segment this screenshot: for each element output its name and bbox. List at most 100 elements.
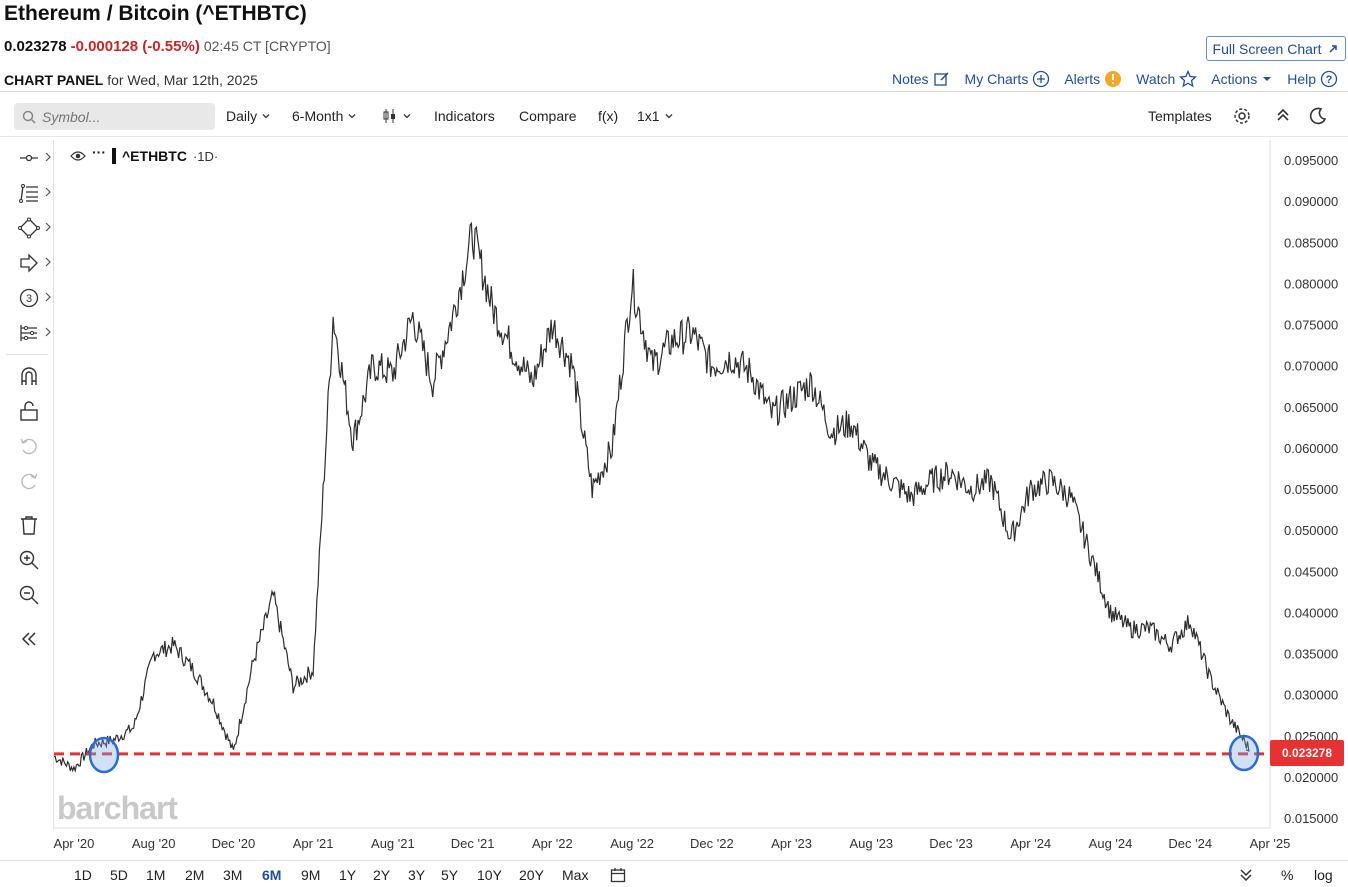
highlight-circle-start[interactable] bbox=[88, 736, 120, 774]
chart-panel-label: CHART PANEL for Wed, Mar 12th, 2025 bbox=[4, 72, 258, 88]
measure-tool[interactable] bbox=[16, 321, 51, 345]
double-chevron-up-icon bbox=[1277, 108, 1289, 121]
watch-label: Watch bbox=[1136, 71, 1176, 87]
log-toggle[interactable]: log bbox=[1314, 867, 1333, 883]
period-bar: 1D 5D 1M 2M 3M 6M 9M 1Y 2Y 3Y 5Y 10Y 20Y Max % log bbox=[0, 860, 1348, 887]
shape-tool[interactable] bbox=[16, 216, 51, 240]
last-price-tag: 0.023278 bbox=[1270, 740, 1344, 766]
fib-tool[interactable] bbox=[16, 181, 51, 205]
legend-symbol: ^ETHBTC bbox=[122, 148, 187, 164]
price-change: -0.000128 (-0.55%) bbox=[70, 38, 200, 55]
eye-icon[interactable] bbox=[70, 150, 86, 162]
watch-link[interactable]: Watch bbox=[1136, 70, 1198, 88]
function-button[interactable]: f(x) bbox=[598, 108, 619, 124]
my-charts-link[interactable]: My Charts bbox=[965, 70, 1051, 88]
price-chart[interactable]: 0.095000 0.090000 0.085000 0.080000 0.075000… bbox=[0, 0, 1348, 860]
period-20y[interactable]: 20Y bbox=[519, 867, 544, 883]
delete-button[interactable] bbox=[16, 513, 42, 537]
layout-dropdown[interactable]: 1x1 bbox=[637, 108, 674, 124]
period-5d[interactable]: 5D bbox=[110, 867, 128, 883]
compare-button[interactable]: Compare bbox=[519, 108, 577, 124]
period-1d[interactable]: 1D bbox=[74, 867, 92, 883]
period-1y[interactable]: 1Y bbox=[339, 867, 357, 883]
dark-mode-button[interactable] bbox=[1308, 106, 1328, 126]
period-10y[interactable]: 10Y bbox=[477, 867, 502, 883]
layout-label: 1x1 bbox=[637, 108, 660, 124]
y-tick-label: 0.075000 bbox=[1284, 318, 1338, 333]
period-2m[interactable]: 2M bbox=[185, 867, 205, 883]
arrow-tool[interactable] bbox=[16, 251, 51, 275]
notes-link[interactable]: Notes bbox=[892, 70, 951, 88]
double-chevron-left-icon bbox=[21, 632, 36, 646]
tools-divider bbox=[6, 354, 48, 355]
header-divider bbox=[0, 91, 1348, 92]
annotation-tool[interactable]: 3 bbox=[16, 286, 51, 310]
alerts-link[interactable]: Alerts bbox=[1064, 70, 1122, 88]
line-tool[interactable] bbox=[16, 146, 51, 170]
y-tick-label: 0.055000 bbox=[1284, 482, 1338, 497]
interval-label: Daily bbox=[226, 108, 258, 124]
my-charts-label: My Charts bbox=[964, 71, 1029, 87]
highlight-circle-end[interactable] bbox=[1228, 734, 1260, 772]
x-axis-ticks: Apr '20 Aug '20 Dec '20 Apr '21 Aug '21 Dec '… bbox=[54, 836, 1291, 851]
alerts-label: Alerts bbox=[1064, 71, 1101, 87]
external-arrow-icon bbox=[1329, 44, 1338, 53]
chevron-right-icon bbox=[45, 292, 51, 302]
help-link[interactable]: Help ? bbox=[1287, 70, 1338, 88]
magnet-tool[interactable] bbox=[16, 364, 42, 388]
magnet-icon bbox=[21, 367, 37, 385]
period-1m[interactable]: 1M bbox=[146, 867, 166, 883]
actions-menu[interactable]: Actions bbox=[1211, 71, 1273, 87]
lock-tool[interactable] bbox=[16, 399, 42, 423]
x-tick-label: Aug '20 bbox=[132, 836, 176, 851]
collapse-sidebar-button[interactable] bbox=[16, 627, 42, 651]
period-9m[interactable]: 9M bbox=[301, 867, 321, 883]
undo-button[interactable] bbox=[16, 434, 42, 458]
barchart-watermark: barchart bbox=[57, 790, 178, 826]
full-screen-chart-button[interactable]: Full Screen Chart bbox=[1206, 36, 1346, 61]
quote-line: 0.023278 -0.000128 (-0.55%) 02:45 CT [CRYP… bbox=[4, 38, 331, 55]
y-tick-label: 0.050000 bbox=[1284, 523, 1338, 538]
indicators-button[interactable]: Indicators bbox=[434, 108, 495, 124]
x-tick-label: Dec '24 bbox=[1168, 836, 1212, 851]
last-price: 0.023278 bbox=[4, 38, 67, 55]
unlock-icon bbox=[20, 401, 38, 421]
double-chevron-down-icon[interactable] bbox=[1238, 867, 1254, 883]
x-tick-label: Apr '24 bbox=[1010, 836, 1051, 851]
calendar-icon[interactable] bbox=[610, 867, 626, 883]
period-max[interactable]: Max bbox=[562, 867, 589, 883]
period-3m[interactable]: 3M bbox=[223, 867, 243, 883]
zoom-in-button[interactable] bbox=[16, 548, 42, 572]
chart-type-dropdown[interactable] bbox=[382, 108, 412, 124]
settings-button[interactable] bbox=[1232, 106, 1252, 126]
period-3y[interactable]: 3Y bbox=[408, 867, 426, 883]
y-tick-label: 0.085000 bbox=[1284, 235, 1338, 250]
y-tick-label: 0.030000 bbox=[1284, 688, 1338, 703]
interval-dropdown[interactable]: Daily bbox=[226, 108, 271, 124]
toolbar-divider bbox=[0, 136, 1348, 137]
candlestick-icon bbox=[383, 109, 395, 123]
x-tick-label: Apr '22 bbox=[532, 836, 573, 851]
x-tick-label: Dec '20 bbox=[212, 836, 256, 851]
redo-icon bbox=[21, 473, 38, 490]
symbol-search-input[interactable] bbox=[42, 108, 202, 125]
y-tick-label: 0.070000 bbox=[1284, 359, 1338, 374]
period-6m[interactable]: 6M bbox=[262, 867, 282, 883]
chevron-right-icon bbox=[45, 152, 51, 162]
period-2y[interactable]: 2Y bbox=[373, 867, 391, 883]
fib-tool-icon bbox=[19, 184, 38, 203]
more-options-icon[interactable]: ··· bbox=[92, 144, 106, 160]
y-tick-label: 0.060000 bbox=[1284, 441, 1338, 456]
range-dropdown[interactable]: 6-Month bbox=[292, 108, 357, 124]
full-screen-label: Full Screen Chart bbox=[1212, 40, 1322, 57]
redo-button[interactable] bbox=[16, 469, 42, 493]
chart-toolbar: Daily 6-Month Indicators Compare f(x) 1x… bbox=[0, 100, 1348, 134]
percent-toggle[interactable]: % bbox=[1281, 867, 1294, 883]
period-5y[interactable]: 5Y bbox=[441, 867, 459, 883]
zoom-out-button[interactable] bbox=[16, 583, 42, 607]
collapse-toolbar-button[interactable] bbox=[1274, 106, 1292, 124]
y-tick-label: 0.015000 bbox=[1284, 811, 1338, 826]
numbered-circle-icon: 3 bbox=[19, 288, 39, 308]
templates-button[interactable]: Templates bbox=[1148, 108, 1212, 124]
symbol-search[interactable] bbox=[14, 103, 215, 130]
